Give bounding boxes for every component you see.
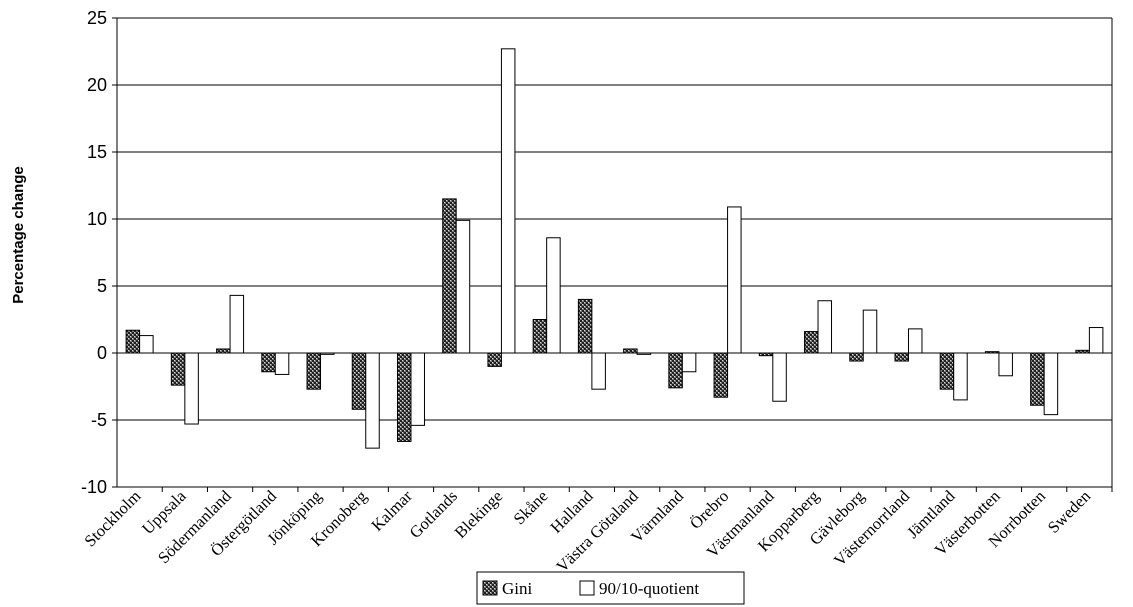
legend-swatch-gini	[482, 580, 498, 596]
bar-gini	[442, 198, 457, 354]
bar-gini	[487, 352, 502, 367]
bar-gini	[894, 352, 909, 362]
y-tick-label: 25	[87, 8, 107, 28]
bars	[125, 48, 1104, 449]
bar-90-10-quotient	[184, 352, 199, 425]
labels: -10-50510152025StockholmUppsalaSödermanl…	[80, 8, 1094, 576]
bar-gini	[396, 352, 412, 442]
y-tick-label: 20	[87, 75, 107, 95]
legend-swatch-90-10-quotient	[579, 580, 595, 596]
bar-90-10-quotient	[772, 352, 787, 402]
bar-90-10-quotient	[500, 48, 516, 354]
bar-gini	[170, 352, 186, 386]
bar-90-10-quotient	[365, 352, 380, 449]
bar-90-10-quotient	[455, 219, 471, 354]
bar-gini	[939, 352, 955, 390]
bar-90-10-quotient	[998, 352, 1013, 377]
bar-gini	[668, 352, 683, 389]
bar-gini	[1030, 352, 1045, 406]
bar-90-10-quotient	[1088, 327, 1104, 354]
bar-90-10-quotient	[727, 206, 742, 354]
legend-label-gini: Gini	[502, 579, 533, 598]
bar-gini	[261, 352, 276, 373]
bar-gini	[577, 298, 593, 354]
bar-gini	[125, 329, 141, 354]
bar-90-10-quotient	[546, 237, 561, 354]
bar-90-10-quotient	[817, 300, 833, 354]
legend-label-90-10-quotient: 90/10-quotient	[599, 579, 699, 598]
y-tick-label: -10	[81, 477, 107, 497]
bar-90-10-quotient	[229, 294, 245, 354]
bar-90-10-quotient	[953, 352, 968, 401]
bar-gini	[713, 352, 729, 398]
x-tick-label: Blekinge	[451, 486, 507, 542]
x-tick-label: Sweden	[1044, 486, 1094, 536]
y-axis-label: Percentage change	[10, 166, 27, 304]
x-tick-label: Gotlands	[405, 486, 461, 542]
x-tick-label: Skåne	[510, 486, 552, 528]
y-tick-label: -5	[91, 410, 107, 430]
bar-90-10-quotient	[410, 352, 425, 426]
bar-gini	[306, 352, 322, 390]
bar-90-10-quotient	[274, 352, 290, 375]
bar-gini	[849, 352, 864, 362]
bar-gini	[623, 348, 638, 354]
bar-gini	[216, 348, 231, 354]
bar-gini	[351, 352, 367, 410]
y-tick-label: 15	[87, 142, 107, 162]
bar-90-10-quotient	[139, 335, 154, 354]
bar-90-10-quotient	[591, 352, 606, 390]
bar-gini	[804, 331, 819, 354]
bar-90-10-quotient	[907, 328, 923, 354]
bar-90-10-quotient	[681, 352, 697, 373]
bar-90-10-quotient	[1043, 352, 1059, 416]
legend: Gini 90/10-quotient	[476, 571, 745, 605]
gridlines	[117, 17, 1112, 488]
y-tick-label: 0	[97, 343, 107, 363]
y-tick-label: 5	[97, 276, 107, 296]
axes	[112, 17, 1113, 492]
bar-90-10-quotient	[862, 309, 878, 354]
bar-gini	[532, 319, 548, 354]
legend-box	[476, 571, 745, 605]
y-tick-label: 10	[87, 209, 107, 229]
